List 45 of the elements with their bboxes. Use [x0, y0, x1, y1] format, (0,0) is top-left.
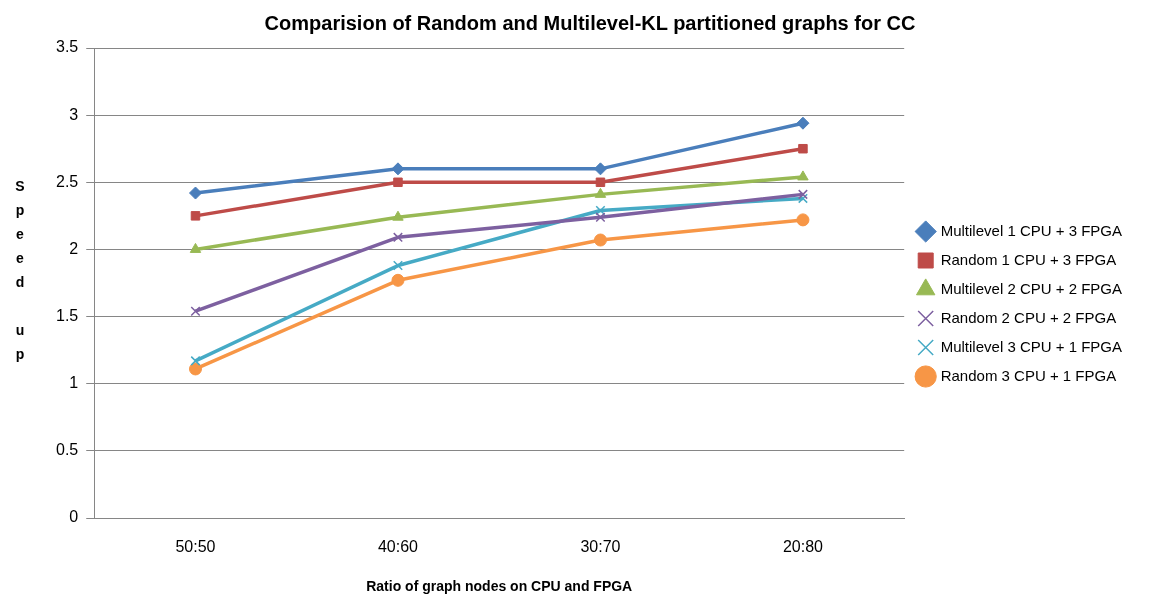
point: [593, 162, 607, 176]
x-axis-title: Ratio of graph nodes on CPU and FPGA: [366, 578, 633, 595]
point: [391, 273, 405, 287]
point: [188, 362, 202, 376]
point: [594, 187, 607, 198]
point: [797, 189, 808, 200]
point: [393, 177, 403, 188]
x-tick-label: 30:70: [580, 538, 621, 556]
y-tick-label: 2: [69, 239, 79, 257]
point: [189, 242, 202, 253]
point: [595, 212, 606, 223]
y-axis-title: Speed up: [12, 178, 28, 370]
legend-label: Multilevel 1 CPU + 3 FPGA: [940, 221, 1122, 239]
legend-label: Multilevel 2 CPU + 2 FPGA: [940, 279, 1122, 297]
point: [392, 232, 403, 243]
point: [190, 211, 201, 221]
legend-label: Random 2 CPU + 2 FPGA: [940, 308, 1117, 326]
legend-label: Multilevel 3 CPU + 1 FPGA: [940, 337, 1122, 355]
point: [595, 177, 606, 188]
y-tick-label: 2.5: [55, 172, 79, 190]
legend-label: Random 3 CPU + 1 FPGA: [940, 366, 1117, 384]
y-tick-label: 3: [69, 105, 79, 123]
point: [190, 355, 201, 366]
point: [190, 306, 201, 317]
x-tick-label: 20:80: [782, 538, 824, 556]
point: [796, 116, 810, 130]
y-tick-label: 1.5: [55, 306, 79, 324]
point: [392, 210, 404, 221]
y-tick-label: 0.5: [55, 441, 79, 459]
chart-title: Comparision of Random and Multilevel-KL partitioned graphs for CC: [264, 11, 916, 34]
y-tick-label: 1: [69, 374, 79, 392]
point: [796, 213, 810, 227]
x-tick-label: 40:60: [377, 538, 419, 556]
point: [392, 260, 403, 271]
point: [797, 170, 809, 181]
point: [797, 193, 808, 204]
legend-label: Random 1 CPU + 3 FPGA: [940, 250, 1117, 268]
point: [391, 162, 405, 176]
point: [798, 143, 808, 154]
y-tick-label: 3.5: [55, 38, 79, 56]
x-tick-label: 50:50: [175, 538, 216, 556]
point: [188, 186, 202, 200]
point: [595, 205, 606, 216]
y-tick-label: 0: [69, 508, 79, 526]
point: [593, 233, 607, 247]
